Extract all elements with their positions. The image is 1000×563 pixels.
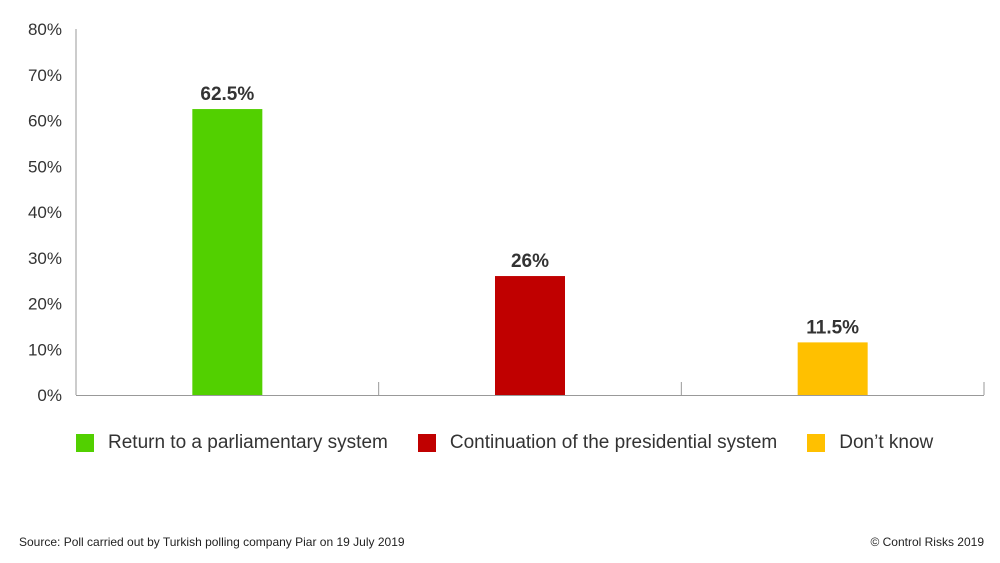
legend-label: Don’t know	[839, 432, 934, 453]
legend-swatch	[417, 434, 436, 452]
data-labels: 62.5% 26% 11.5%	[200, 84, 859, 338]
y-tick-label: 0%	[37, 386, 62, 405]
legend-label: Return to a parliamentary system	[108, 432, 388, 453]
bars	[192, 109, 868, 395]
bar-chart: 0% 10% 20% 30% 40% 50% 60% 70% 80% 62.5% 26% 11.5%	[28, 20, 985, 405]
x-axis	[75, 29, 985, 396]
source-note: Source: Poll carried out by Turkish poll…	[19, 535, 405, 549]
bar	[192, 109, 263, 395]
bar	[495, 276, 565, 395]
y-tick-label: 50%	[28, 157, 62, 176]
y-tick-label: 60%	[28, 112, 62, 131]
legend-item: Return to a parliamentary system	[76, 432, 388, 454]
bar	[797, 342, 868, 395]
legend-swatch	[807, 434, 826, 452]
legend-swatch	[76, 434, 94, 452]
data-label: 26%	[511, 251, 549, 272]
y-tick-label: 80%	[28, 20, 62, 39]
y-tick-label: 30%	[28, 249, 62, 268]
y-tick-label: 40%	[28, 203, 62, 222]
legend-label: Continuation of the presidential system	[449, 432, 778, 453]
legend-item: Continuation of the presidential system	[417, 432, 778, 454]
legend: Return to a parliamentary system Continua…	[76, 432, 976, 454]
legend-item: Don’t know	[807, 432, 933, 454]
y-axis-ticks: 0% 10% 20% 30% 40% 50% 60% 70% 80%	[28, 20, 62, 405]
y-tick-label: 70%	[28, 66, 62, 85]
copyright-credit: © Control Risks 2019	[870, 535, 984, 549]
data-label: 11.5%	[806, 317, 859, 338]
data-label: 62.5%	[200, 84, 254, 105]
y-tick-label: 20%	[28, 295, 62, 314]
y-tick-label: 10%	[28, 340, 62, 359]
